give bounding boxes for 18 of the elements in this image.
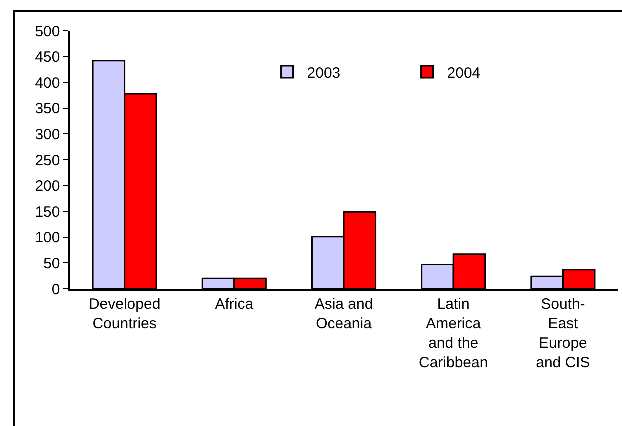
y-tick-label: 100: [35, 230, 60, 247]
x-tick-label: Asia and Oceania: [314, 296, 374, 332]
y-tick-label: 500: [35, 23, 60, 40]
y-tick-label: 350: [35, 100, 60, 118]
x-tick-label: Developed Countries: [88, 296, 161, 332]
legend-label: 2004: [447, 64, 481, 82]
x-tick-label: South-East Europe and CIS: [536, 296, 590, 372]
y-tick-label: 250: [35, 152, 60, 170]
y-tick-label: 50: [44, 255, 60, 272]
y-tick-label: 200: [35, 178, 60, 196]
y-tick-label: 400: [35, 74, 60, 92]
x-tick-label: Africa: [215, 296, 254, 313]
legend-label: 2003: [307, 64, 341, 82]
y-tick-label: 150: [35, 204, 60, 221]
x-tick-label: Latin America and the Caribbean: [418, 296, 488, 372]
y-tick-label: 450: [35, 49, 60, 66]
y-tick-label: 300: [35, 126, 60, 144]
y-tick-label: 0: [52, 281, 60, 298]
